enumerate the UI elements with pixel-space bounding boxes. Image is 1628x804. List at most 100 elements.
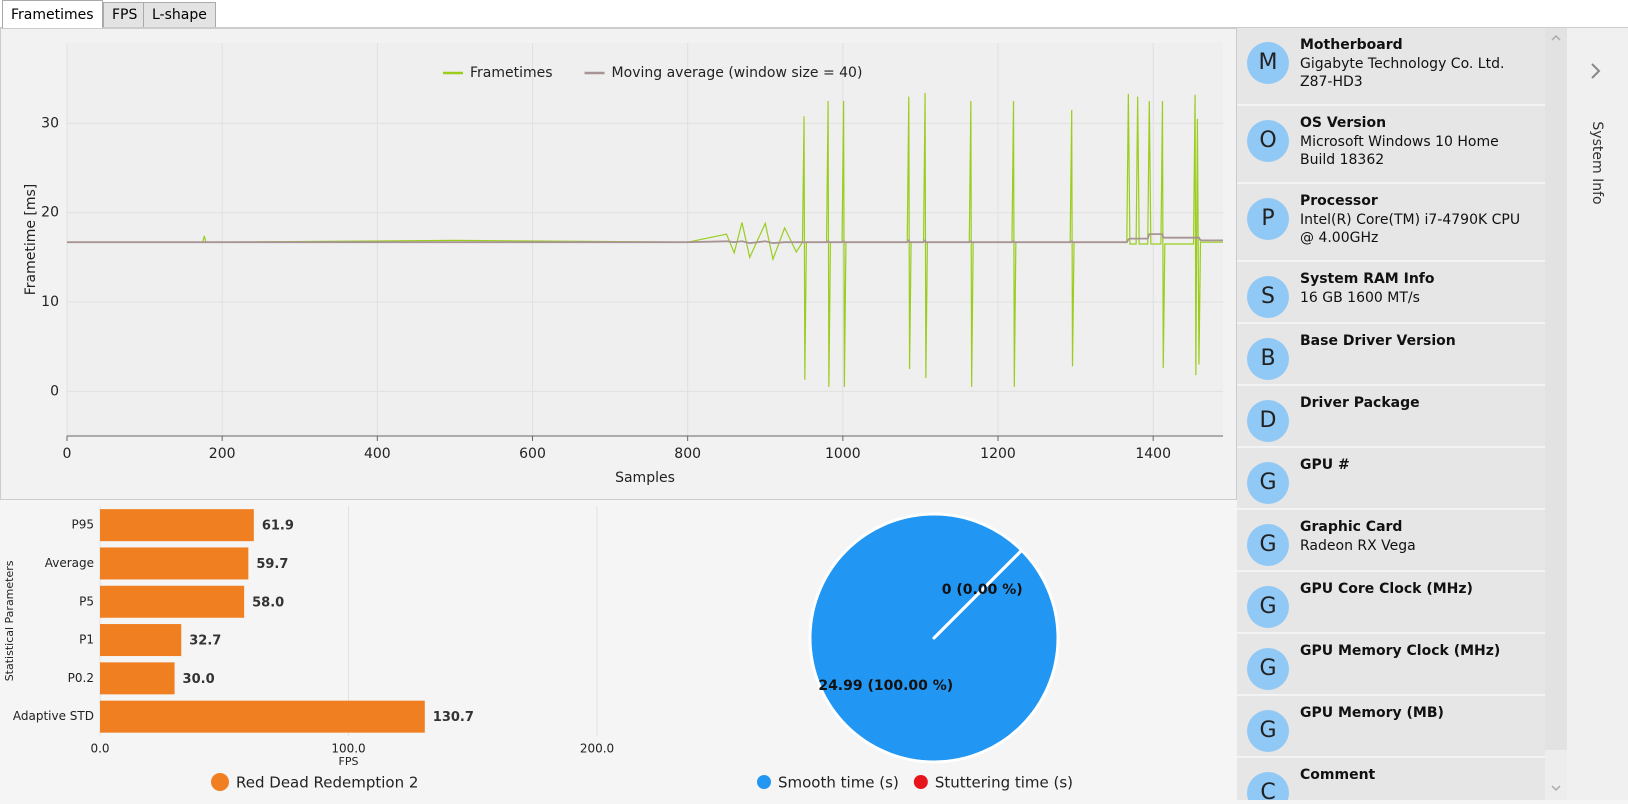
y-axis-label: Frametime [ms]	[23, 184, 39, 296]
item-label: Graphic Card	[1300, 519, 1403, 535]
scroll-thumb[interactable]	[1545, 28, 1567, 750]
system-info-list: M Motherboard Gigabyte Technology Co. Ltd.…	[1237, 28, 1545, 800]
category-label: Adaptive STD	[13, 709, 94, 723]
item-label: GPU Memory Clock (MHz)	[1300, 643, 1501, 659]
side-title: System Info	[1589, 121, 1605, 205]
value-label: 30.0	[183, 672, 215, 687]
legend-swatch	[913, 775, 928, 789]
slice-label: 24.99 (100.00 %)	[818, 678, 953, 694]
x-tick-label: 0	[63, 446, 72, 462]
info-item[interactable]: S System RAM Info 16 GB 1600 MT/s	[1237, 262, 1545, 324]
x-tick-label: 1400	[1135, 446, 1171, 462]
item-label: System RAM Info	[1300, 271, 1435, 287]
value-label: 130.7	[433, 710, 474, 725]
bar	[100, 509, 254, 542]
avatar: D	[1247, 400, 1289, 442]
y-tick-label: 20	[41, 205, 59, 221]
legend-label: Smooth time (s)	[778, 774, 899, 792]
frametime-chart: 0 10 20 30 0 200 400 600 800 1000 1200 1400 Samples F…	[0, 28, 1237, 500]
x-tick-label: 0.0	[90, 741, 109, 755]
y-tick-label: 10	[41, 294, 59, 310]
side-strip: System Info	[1567, 28, 1628, 800]
item-label: Driver Package	[1300, 395, 1420, 411]
value-label: 61.9	[262, 519, 294, 534]
scroll-down[interactable]	[1551, 785, 1561, 792]
plot-area	[67, 43, 1223, 436]
item-label: GPU #	[1300, 457, 1350, 473]
avatar: G	[1247, 462, 1289, 504]
series-line	[67, 233, 1223, 244]
item-label: GPU Core Clock (MHz)	[1300, 581, 1473, 597]
tab[interactable]: FPS	[103, 2, 147, 27]
x-tick-label: 800	[674, 446, 701, 462]
y-tick-label: 0	[50, 383, 59, 399]
info-item[interactable]: M Motherboard Gigabyte Technology Co. Ltd.…	[1237, 28, 1545, 106]
category-label: P95	[71, 518, 94, 532]
scroll-arrows	[1545, 28, 1567, 792]
chevron-icon	[1591, 63, 1601, 79]
info-item[interactable]: G GPU Memory Clock (MHz)	[1237, 634, 1545, 696]
x-axis-label: FPS	[339, 755, 359, 768]
expand-button[interactable]	[1567, 58, 1628, 118]
info-item[interactable]: G GPU #	[1237, 448, 1545, 510]
item-label: Comment	[1300, 767, 1376, 783]
category-label: P5	[79, 594, 94, 608]
avatar: G	[1247, 586, 1289, 628]
item-value: 16 GB 1600 MT/s	[1300, 290, 1420, 306]
avatar: M	[1247, 42, 1289, 84]
info-item[interactable]: P Processor Intel(R) Core(TM) i7-4790K CPU…	[1237, 184, 1545, 262]
avatar: B	[1247, 338, 1289, 380]
x-tick-label: 100.0	[331, 741, 365, 755]
scroll-up[interactable]	[1551, 34, 1561, 41]
avatar: G	[1247, 524, 1289, 566]
info-item[interactable]: D Driver Package	[1237, 386, 1545, 448]
legend-label: Stuttering time (s)	[935, 774, 1073, 792]
category-label: Average	[45, 556, 94, 570]
item-label: Base Driver Version	[1300, 333, 1456, 349]
legend-swatch	[757, 775, 771, 789]
info-item[interactable]: G GPU Memory (MB)	[1237, 696, 1545, 758]
item-value: Microsoft Windows 10 Home Build 18362	[1300, 134, 1499, 168]
value-label: 58.0	[252, 595, 284, 610]
info-item[interactable]: G Graphic Card Radeon RX Vega	[1237, 510, 1545, 572]
value-label: 59.7	[256, 557, 288, 572]
avatar: O	[1247, 120, 1289, 162]
x-tick-label: 200	[209, 446, 236, 462]
item-value: Radeon RX Vega	[1300, 538, 1416, 554]
legend-label: Red Dead Redemption 2	[236, 774, 418, 792]
value-label: 32.7	[189, 634, 221, 649]
avatar: P	[1247, 198, 1289, 240]
info-item[interactable]: C Comment	[1237, 758, 1545, 800]
legend-label: Moving average (window size = 40)	[612, 65, 863, 81]
item-label: Processor	[1300, 193, 1378, 209]
legend-label: Frametimes	[470, 65, 553, 81]
x-tick-label: 200.0	[580, 741, 614, 755]
avatar: C	[1247, 772, 1289, 800]
stuttering-chart: 24.99 (100.00 %) 0 (0.00 %) Smooth time (s…	[757, 512, 1073, 792]
tab[interactable]: Frametimes	[2, 0, 103, 28]
item-label: GPU Memory (MB)	[1300, 705, 1444, 721]
x-tick-label: 1200	[980, 446, 1016, 462]
avatar: G	[1247, 710, 1289, 752]
x-tick-label: 400	[364, 446, 391, 462]
tab-bar: Frametimes FPS L-shape	[0, 0, 1628, 28]
item-label: Motherboard	[1300, 37, 1403, 53]
pie-slice	[932, 548, 1024, 640]
x-tick-label: 1000	[825, 446, 861, 462]
bar	[100, 624, 182, 657]
slice-label: 0 (0.00 %)	[942, 582, 1023, 598]
tab[interactable]: L-shape	[143, 2, 216, 27]
info-item[interactable]: B Base Driver Version	[1237, 324, 1545, 386]
bar	[100, 547, 249, 580]
item-value: Intel(R) Core(TM) i7-4790K CPU @ 4.00GHz	[1300, 212, 1521, 246]
bar	[100, 662, 175, 695]
bar	[100, 585, 245, 618]
legend-swatch	[211, 773, 229, 791]
info-item[interactable]: O OS Version Microsoft Windows 10 Home Bui…	[1237, 106, 1545, 184]
info-item[interactable]: G GPU Core Clock (MHz)	[1237, 572, 1545, 634]
avatar: G	[1247, 648, 1289, 690]
scrollbar[interactable]	[1545, 28, 1567, 800]
x-axis-label: Samples	[615, 470, 675, 486]
series-line	[67, 93, 1223, 387]
y-axis-label: Statistical Parameters	[3, 560, 16, 681]
